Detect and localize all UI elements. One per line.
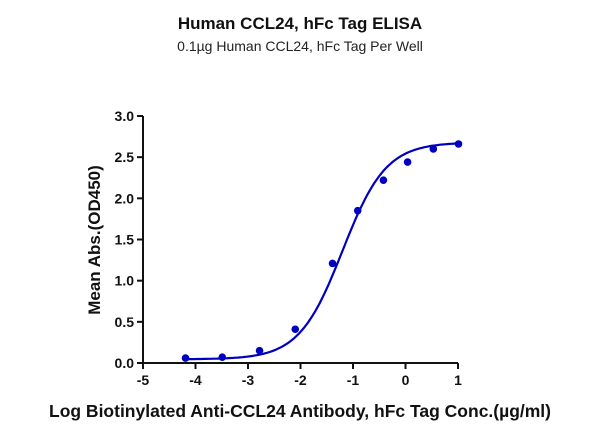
- y-tick: 1.5: [115, 232, 143, 248]
- data-point: [454, 140, 463, 148]
- data-point: [291, 325, 300, 334]
- x-tick: -4: [189, 363, 202, 388]
- x-tick: -3: [242, 363, 255, 388]
- svg-text:3.0: 3.0: [115, 108, 135, 124]
- y-tick: 3.0: [115, 108, 143, 124]
- svg-text:0: 0: [402, 372, 410, 388]
- x-axis-label: Log Biotinylated Anti-CCL24 Antibody, hF…: [49, 401, 551, 421]
- data-point: [379, 176, 388, 185]
- x-tick: -1: [347, 363, 360, 388]
- y-tick: 0.0: [115, 355, 143, 371]
- svg-text:1: 1: [454, 372, 462, 388]
- svg-text:2.5: 2.5: [115, 149, 135, 165]
- svg-text:-2: -2: [294, 372, 307, 388]
- svg-text:-4: -4: [189, 372, 202, 388]
- axes: 0.0 0.5 1.0 1.5 2.0 2.5 3.0 -5 -4 -3 -2 -1 0 1: [115, 108, 463, 388]
- svg-text:-1: -1: [347, 372, 360, 388]
- svg-text:0.5: 0.5: [115, 314, 135, 330]
- chart-title: Human CCL24, hFc Tag ELISA: [177, 14, 423, 33]
- x-tick: -5: [137, 363, 150, 388]
- data-point: [403, 158, 412, 166]
- y-tick: 2.5: [115, 149, 143, 165]
- svg-text:1.5: 1.5: [115, 232, 135, 248]
- y-tick: 2.0: [115, 190, 143, 206]
- svg-text:-5: -5: [137, 372, 150, 388]
- y-tick: 1.0: [115, 273, 143, 289]
- data-point: [218, 353, 227, 362]
- x-tick: 0: [402, 363, 410, 388]
- data-points: [181, 140, 463, 362]
- y-axis-label: Mean Abs.(OD450): [85, 165, 104, 315]
- data-point: [255, 346, 264, 355]
- data-point: [429, 145, 438, 153]
- fit-curve: [185, 142, 459, 361]
- data-point: [328, 259, 337, 268]
- data-point: [353, 206, 362, 215]
- svg-text:1.0: 1.0: [115, 273, 135, 289]
- x-tick: 1: [454, 363, 462, 388]
- y-tick: 0.5: [115, 314, 143, 330]
- chart-subtitle: 0.1µg Human CCL24, hFc Tag Per Well: [177, 38, 423, 54]
- svg-text:0.0: 0.0: [115, 355, 135, 371]
- svg-text:-3: -3: [242, 372, 255, 388]
- x-tick: -2: [294, 363, 307, 388]
- data-point: [181, 354, 190, 362]
- svg-text:2.0: 2.0: [115, 190, 135, 206]
